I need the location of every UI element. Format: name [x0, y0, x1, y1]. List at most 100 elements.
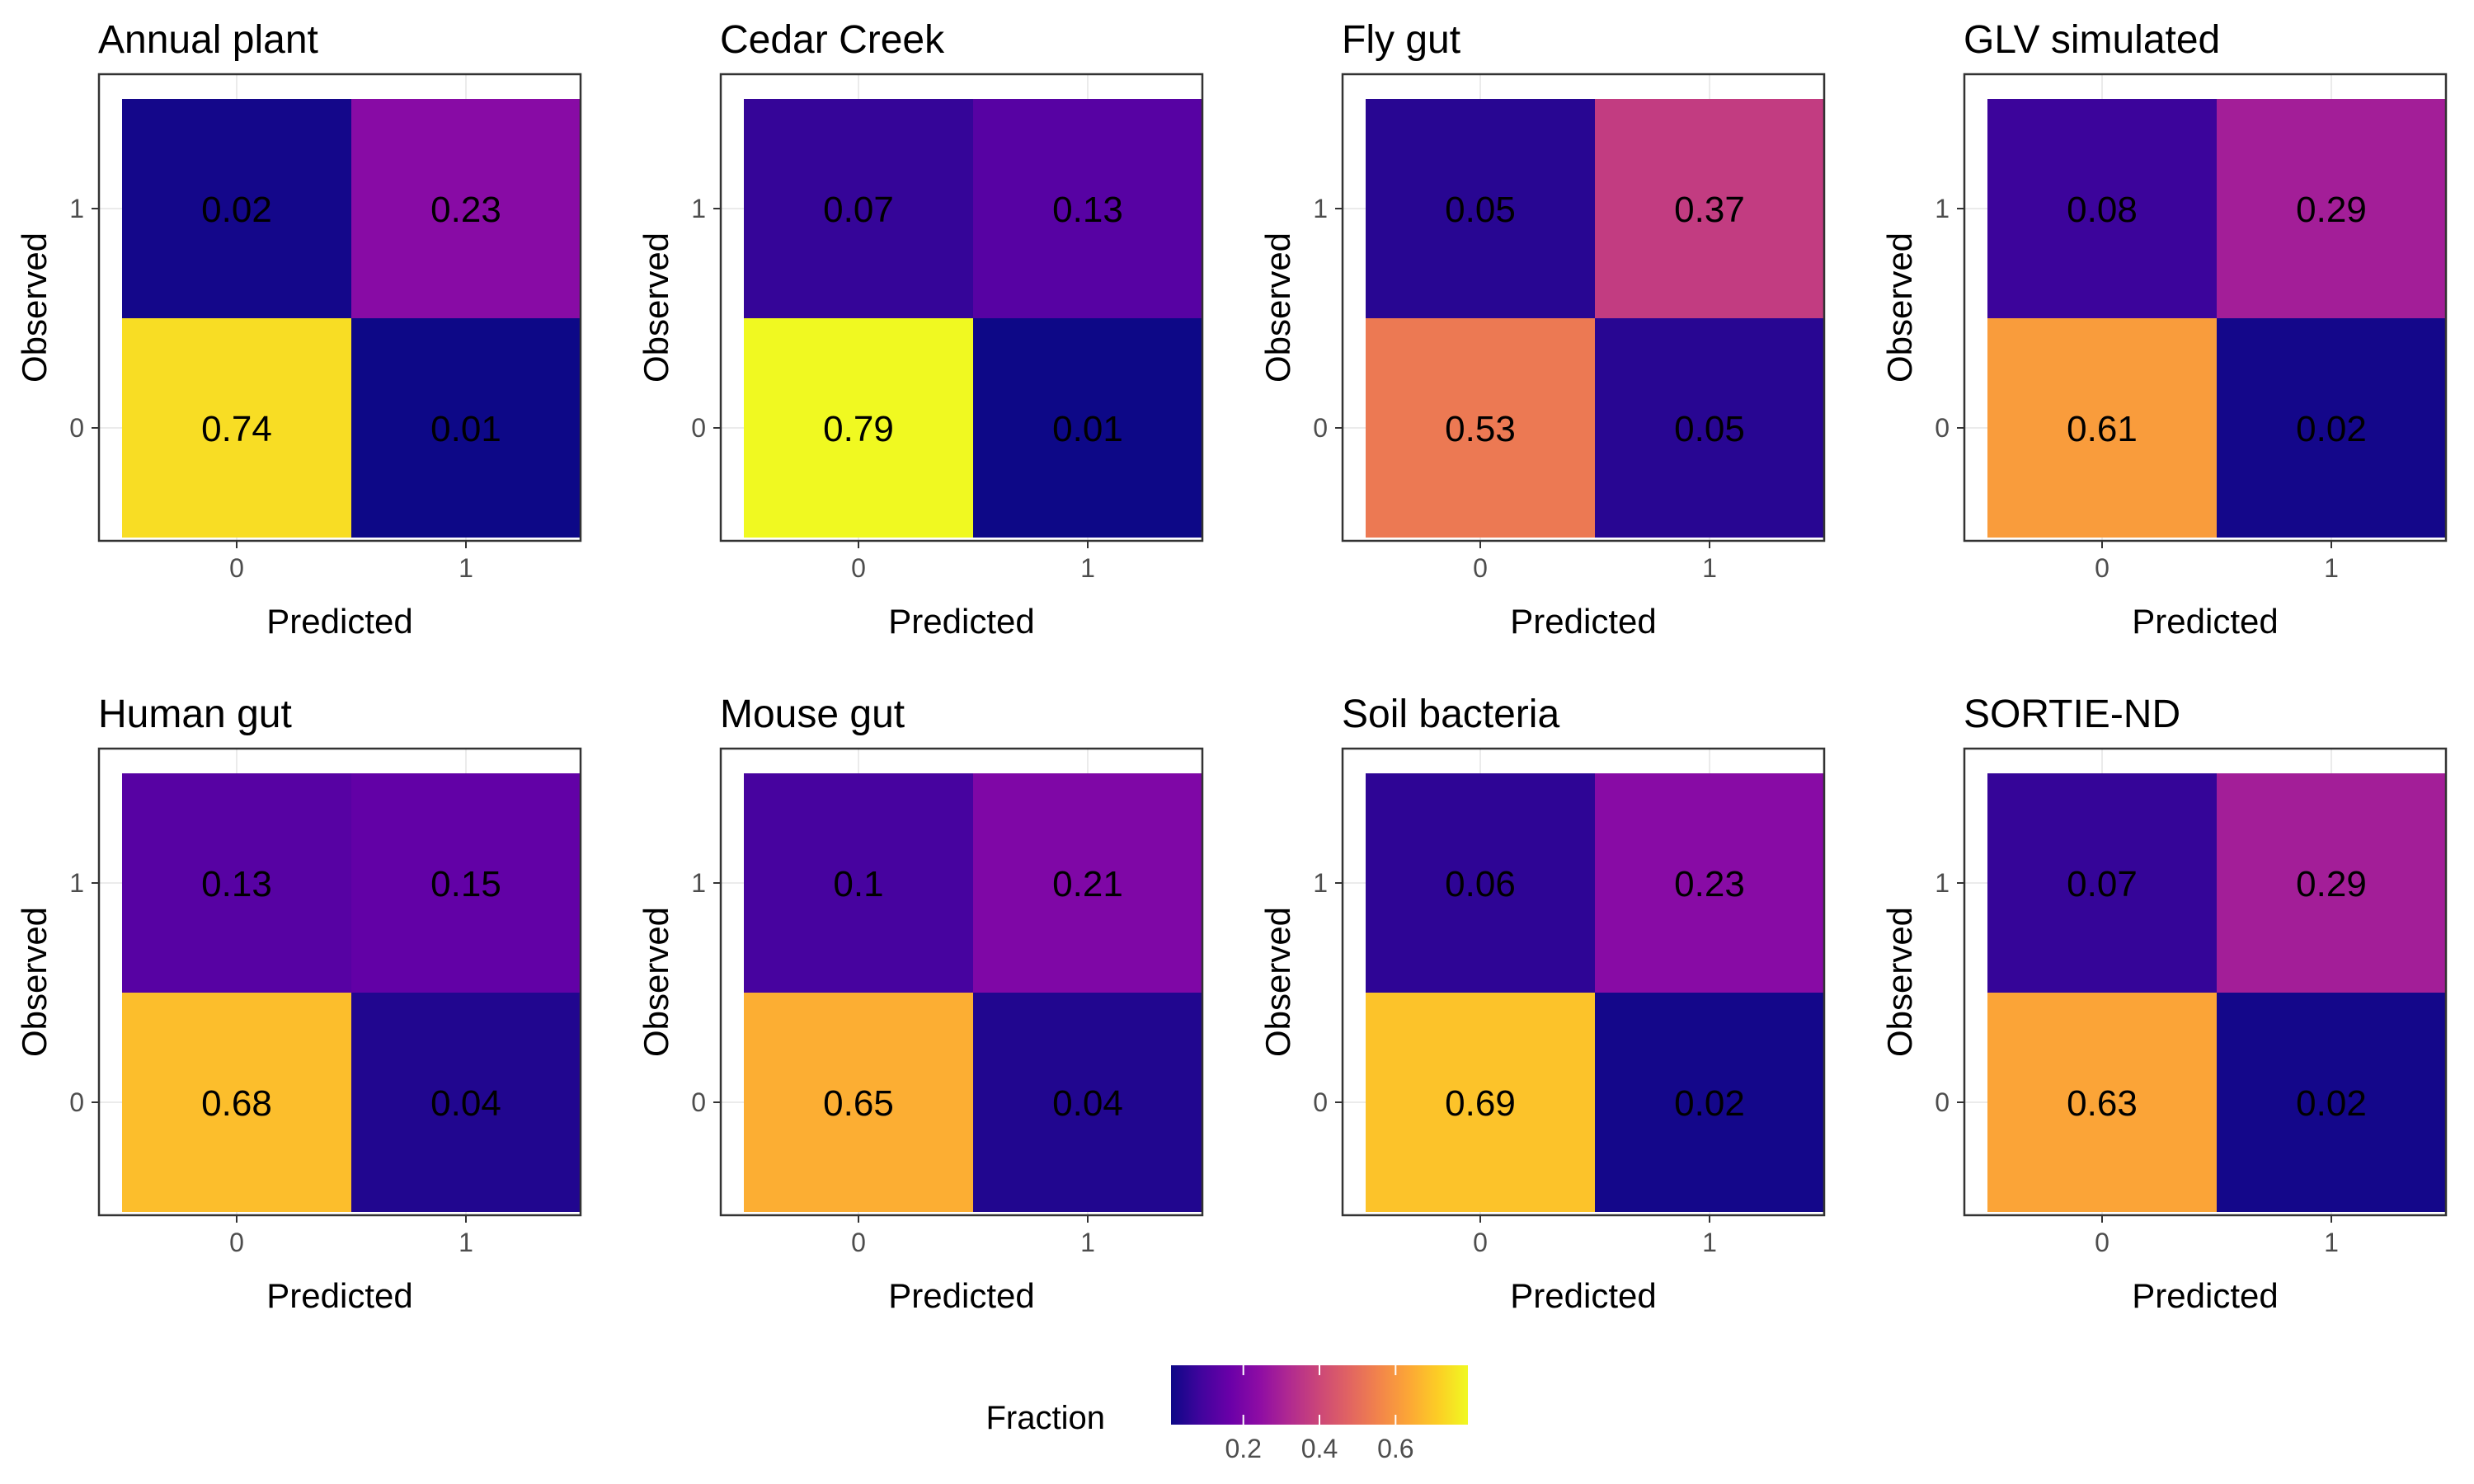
heatmap-cell	[744, 318, 973, 538]
panel-border	[719, 73, 1204, 542]
heatmap-cell	[2217, 99, 2446, 318]
panel-border	[1963, 747, 2448, 1217]
x-tick-label: 1	[2324, 553, 2339, 583]
cell-value-label: 0.02	[2296, 1083, 2367, 1124]
y-tick-label: 0	[1935, 1087, 1950, 1117]
panel-border	[97, 747, 582, 1217]
cell-value-label: 0.07	[2067, 864, 2138, 904]
x-tick-label: 0	[229, 1228, 244, 1257]
heatmap-cell	[122, 773, 351, 993]
x-tick-label: 1	[2324, 1228, 2339, 1257]
y-axis-label: Observed	[1880, 907, 1919, 1057]
cell-value-label: 0.69	[1445, 1083, 1516, 1124]
heatmap-cell	[1987, 993, 2217, 1212]
cell-value-label: 0.1	[833, 864, 883, 904]
heatmap-cell	[973, 993, 1202, 1212]
x-axis-label: Predicted	[2132, 1276, 2278, 1315]
panel-title: Cedar Creek	[720, 18, 945, 62]
y-tick-label: 1	[69, 194, 84, 223]
y-tick-label: 1	[1313, 194, 1328, 223]
heatmap-cell	[1595, 318, 1824, 538]
y-axis-label: Observed	[637, 232, 675, 383]
cell-value-label: 0.23	[1674, 864, 1745, 904]
x-tick-label: 0	[2095, 1228, 2109, 1257]
y-axis-label: Observed	[15, 232, 54, 383]
cell-value-label: 0.53	[1445, 409, 1516, 449]
colorbar-tick-label: 0.2	[1225, 1434, 1261, 1463]
heatmap-cell	[2217, 318, 2446, 538]
heatmap-cell	[1595, 99, 1824, 318]
panel-border	[719, 747, 1204, 1217]
panel-fly-gut: Fly gut 0.53 0.05 0.05 0.37 0 1 0 1 Predicted Obse…	[1258, 18, 1826, 641]
panel-border	[1341, 73, 1826, 542]
heatmap-cell	[1595, 773, 1824, 993]
panel-border	[97, 73, 582, 542]
heatmap-cell	[1366, 773, 1595, 993]
y-tick-label: 1	[69, 868, 84, 898]
y-tick-label: 0	[69, 1087, 84, 1117]
panel-glv-simulated: GLV simulated 0.61 0.02 0.08 0.29 0 1 0 1 Predict…	[1880, 18, 2448, 641]
x-tick-label: 0	[851, 553, 866, 583]
heatmap-cell	[351, 318, 581, 538]
y-tick-label: 0	[691, 1087, 706, 1117]
cell-value-label: 0.79	[823, 409, 894, 449]
y-tick-label: 0	[1313, 413, 1328, 443]
y-tick-label: 0	[69, 413, 84, 443]
panel-title: Fly gut	[1342, 18, 1460, 62]
cell-value-label: 0.07	[823, 190, 894, 230]
heatmap-cell	[744, 993, 973, 1212]
cell-value-label: 0.05	[1674, 409, 1745, 449]
heatmap-cell	[973, 99, 1202, 318]
y-tick-label: 1	[691, 868, 706, 898]
legend-title: Fraction	[986, 1400, 1106, 1436]
y-tick-label: 1	[1935, 868, 1950, 898]
x-axis-label: Predicted	[2132, 602, 2278, 641]
panel-border	[1341, 747, 1826, 1217]
panel-human-gut: Human gut 0.68 0.04 0.13 0.15 0 1 0 1 Predicted Ob…	[15, 693, 582, 1315]
y-tick-label: 1	[1935, 194, 1950, 223]
y-axis-label: Observed	[15, 907, 54, 1057]
panel-cedar-creek: Cedar Creek 0.79 0.01 0.07 0.13 0 1 0 1 Predicted…	[637, 18, 1204, 641]
cell-value-label: 0.06	[1445, 864, 1516, 904]
heatmap-cell	[2217, 773, 2446, 993]
x-axis-label: Predicted	[266, 602, 412, 641]
x-tick-label: 1	[459, 553, 473, 583]
cell-value-label: 0.37	[1674, 190, 1745, 230]
x-tick-label: 1	[459, 1228, 473, 1257]
x-axis-label: Predicted	[1510, 1276, 1656, 1315]
panel-title: Human gut	[98, 693, 292, 736]
x-tick-label: 0	[2095, 553, 2109, 583]
x-tick-label: 0	[1473, 1228, 1488, 1257]
x-tick-label: 0	[1473, 553, 1488, 583]
y-tick-label: 0	[691, 413, 706, 443]
heatmap-cell	[351, 99, 581, 318]
heatmap-cell	[351, 993, 581, 1212]
panel-mouse-gut: Mouse gut 0.65 0.04 0.1 0.21 0 1 0 1 Predicted Obs…	[637, 693, 1204, 1315]
heatmap-cell	[122, 318, 351, 538]
cell-value-label: 0.29	[2296, 190, 2367, 230]
cell-value-label: 0.68	[201, 1083, 272, 1124]
x-tick-label: 1	[1702, 553, 1717, 583]
y-axis-label: Observed	[1258, 232, 1297, 383]
cell-value-label: 0.61	[2067, 409, 2138, 449]
cell-value-label: 0.02	[1674, 1083, 1745, 1124]
colorbar-tick-label: 0.6	[1377, 1434, 1413, 1463]
heatmap-cell	[744, 773, 973, 993]
x-axis-label: Predicted	[888, 1276, 1034, 1315]
x-tick-label: 1	[1080, 1228, 1095, 1257]
cell-value-label: 0.74	[201, 409, 272, 449]
y-tick-label: 0	[1313, 1087, 1328, 1117]
heatmap-cell	[1366, 993, 1595, 1212]
heatmap-cell	[1595, 993, 1824, 1212]
heatmap-cell	[1987, 773, 2217, 993]
cell-value-label: 0.05	[1445, 190, 1516, 230]
colorbar-tick-label: 0.4	[1301, 1434, 1338, 1463]
colorbar-ticks: 0.2 0.4 0.6	[1225, 1365, 1414, 1463]
heatmap-cell	[1366, 318, 1595, 538]
cell-value-label: 0.08	[2067, 190, 2138, 230]
heatmap-cell	[744, 99, 973, 318]
x-tick-label: 0	[851, 1228, 866, 1257]
colorbar-legend: Fraction 0.2 0.4 0.6	[986, 1365, 1468, 1463]
panel-title: GLV simulated	[1964, 18, 2220, 62]
heatmap-cell	[973, 318, 1202, 538]
